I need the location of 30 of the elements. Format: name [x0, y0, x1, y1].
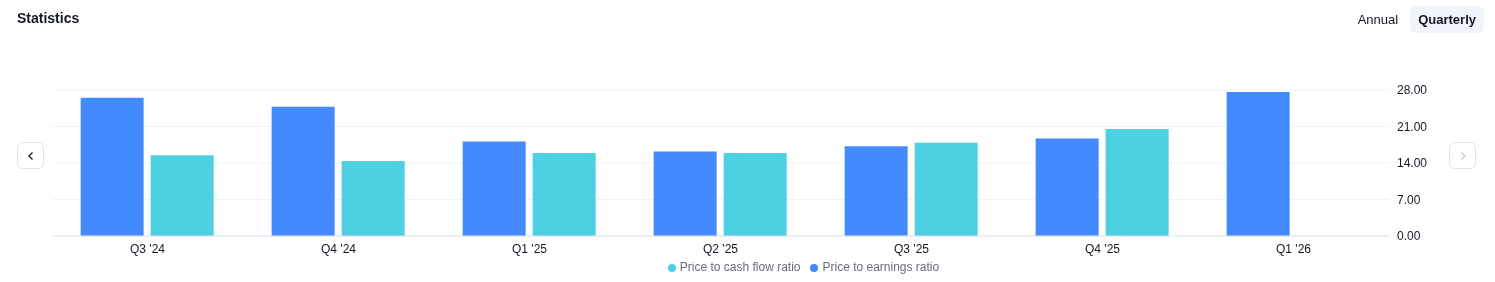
y-tick-label: 28.00: [1397, 83, 1428, 98]
bar: [532, 153, 596, 236]
x-tick-label: Q4 '24: [321, 241, 357, 256]
text: Quarterly: [1410, 6, 1484, 33]
x-tick-label: Q4 '25: [1085, 241, 1121, 256]
bar: [914, 142, 978, 236]
y-tick-label: 21.00: [1397, 119, 1428, 134]
x-tick-label: Q1 '25: [512, 241, 548, 256]
y-tick-label: 7.00: [1397, 192, 1421, 207]
y-tick-label: 0.00: [1397, 229, 1421, 244]
bar: [271, 106, 335, 236]
y-tick-label: 14.00: [1397, 156, 1428, 171]
bar: [653, 151, 717, 236]
legend-label: Price to cash flow ratio: [679, 260, 801, 274]
bar: [1035, 138, 1099, 236]
x-tick-label: Q3 '25: [894, 241, 930, 256]
bar: [150, 155, 214, 236]
bar: [844, 146, 908, 236]
bar: [1226, 92, 1290, 236]
bar: [341, 160, 405, 236]
chart-title: Statistics: [17, 10, 80, 26]
bar: [80, 97, 144, 236]
x-tick-label: Q2 '25: [703, 241, 739, 256]
bar: [723, 153, 787, 236]
bar: [1105, 129, 1169, 236]
text: Annual: [1356, 11, 1400, 29]
legend-label: Price to earnings ratio: [822, 260, 940, 274]
x-tick-label: Q3 '24: [130, 241, 166, 256]
x-tick-label: Q1 '26: [1276, 241, 1312, 256]
bar: [462, 141, 526, 236]
